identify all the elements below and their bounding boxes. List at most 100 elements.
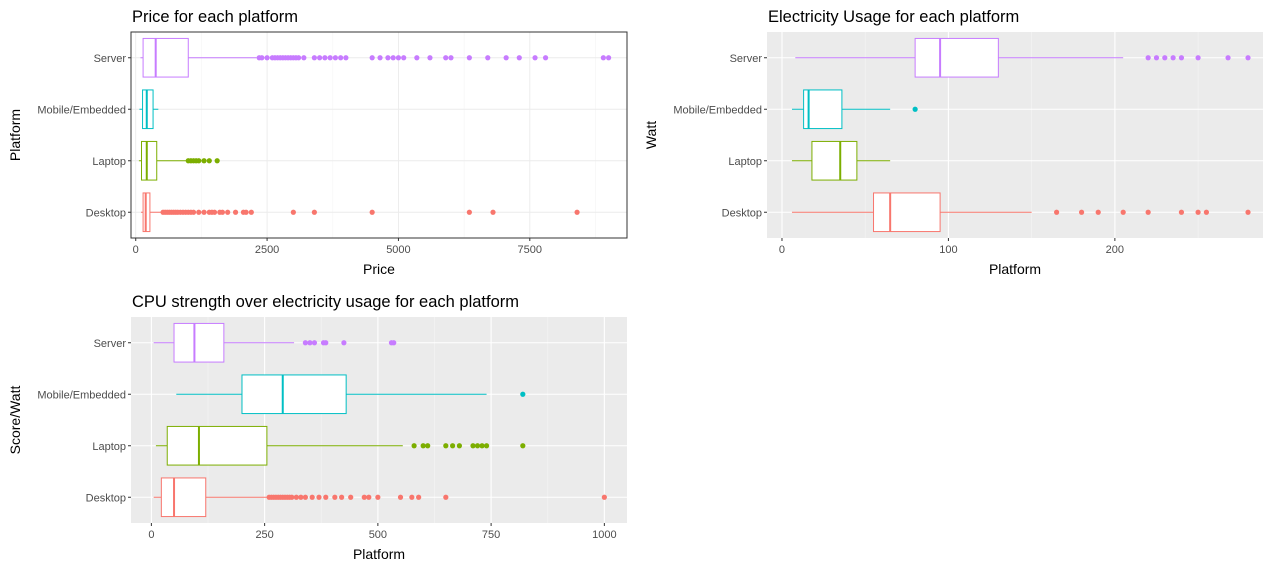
outlier-point bbox=[1145, 55, 1151, 61]
outlier-point bbox=[311, 340, 318, 346]
box-desktop bbox=[140, 192, 580, 233]
outlier-point bbox=[369, 55, 375, 61]
outlier-point bbox=[248, 209, 254, 215]
outlier-point bbox=[296, 55, 302, 61]
outlier-point bbox=[311, 55, 317, 61]
outlier-point bbox=[516, 55, 522, 61]
efficiency-boxplot-panel: CPU strength over electricity usage for … bbox=[0, 285, 636, 570]
outlier-point bbox=[485, 55, 491, 61]
outlier-point bbox=[259, 55, 265, 61]
electricity-boxplot-panel: Electricity Usage for each platform Deskt… bbox=[636, 0, 1272, 285]
box-laptop bbox=[155, 425, 526, 466]
outlier-point bbox=[391, 340, 397, 346]
box-laptop bbox=[791, 140, 891, 181]
box-desktop bbox=[791, 192, 1251, 233]
outlier-point bbox=[1120, 209, 1126, 215]
outlier-point bbox=[443, 494, 449, 500]
outlier-point bbox=[348, 494, 354, 500]
outlier-point bbox=[201, 209, 207, 215]
outlier-point bbox=[343, 55, 349, 61]
y-tick-label: Laptop bbox=[728, 156, 762, 168]
outlier-point bbox=[1245, 209, 1251, 215]
outlier-point bbox=[409, 494, 415, 500]
box-iqr bbox=[173, 322, 225, 363]
box-iqr bbox=[141, 140, 158, 181]
outlier-point bbox=[243, 209, 249, 215]
outlier-point bbox=[317, 55, 323, 61]
outlier-point bbox=[414, 55, 420, 61]
x-tick-label: 0 bbox=[148, 529, 154, 541]
outlier-point bbox=[456, 443, 463, 449]
box-mobile-embedded bbox=[139, 89, 159, 130]
outlier-point bbox=[232, 209, 239, 215]
outlier-point bbox=[293, 494, 299, 500]
outlier-point bbox=[466, 209, 472, 215]
outlier-point bbox=[225, 209, 231, 215]
outlier-point bbox=[214, 158, 220, 164]
outlier-point bbox=[466, 55, 472, 61]
x-axis-label: Platform bbox=[353, 546, 405, 562]
y-tick-label: Server bbox=[730, 53, 763, 65]
outlier-point bbox=[450, 443, 456, 449]
outlier-point bbox=[1162, 55, 1168, 61]
y-tick-label: Mobile/Embedded bbox=[673, 104, 762, 116]
outlier-point bbox=[479, 443, 485, 449]
outlier-point bbox=[219, 209, 226, 215]
outlier-point bbox=[401, 55, 407, 61]
outlier-point bbox=[601, 494, 607, 500]
x-tick-label: 0 bbox=[133, 244, 139, 256]
outlier-point bbox=[474, 443, 481, 449]
x-tick-label: 500 bbox=[369, 529, 387, 541]
outlier-point bbox=[369, 209, 375, 215]
outlier-point bbox=[483, 443, 490, 449]
outlier-point bbox=[390, 55, 396, 61]
y-tick-label: Server bbox=[94, 338, 127, 350]
y-tick-label: Laptop bbox=[92, 156, 126, 168]
outlier-point bbox=[912, 106, 918, 112]
outlier-point bbox=[206, 158, 212, 164]
outlier-point bbox=[1170, 55, 1176, 61]
box-server bbox=[153, 322, 397, 363]
plot-background bbox=[767, 32, 1263, 238]
y-axis-label: Score/Watt bbox=[7, 386, 23, 455]
outlier-point bbox=[395, 55, 402, 61]
outlier-point bbox=[311, 209, 317, 215]
box-iqr bbox=[803, 89, 843, 130]
outlier-point bbox=[1054, 209, 1060, 215]
outlier-point bbox=[361, 494, 367, 500]
y-tick-label: Desktop bbox=[86, 492, 126, 504]
outlier-point bbox=[375, 494, 381, 500]
outlier-point bbox=[420, 443, 426, 449]
outlier-point bbox=[1178, 55, 1185, 61]
plot-background bbox=[131, 32, 627, 238]
box-laptop bbox=[138, 140, 220, 181]
outlier-point bbox=[443, 443, 449, 449]
x-tick-label: 1000 bbox=[592, 529, 616, 541]
y-tick-label: Desktop bbox=[86, 207, 126, 219]
outlier-point bbox=[520, 391, 526, 397]
y-tick-label: Desktop bbox=[722, 207, 762, 219]
box-iqr bbox=[166, 425, 268, 466]
outlier-point bbox=[323, 340, 329, 346]
outlier-point bbox=[201, 158, 207, 164]
outlier-point bbox=[470, 443, 476, 449]
x-tick-label: 100 bbox=[939, 244, 957, 256]
outlier-point bbox=[1178, 209, 1185, 215]
x-tick-label: 200 bbox=[1106, 244, 1124, 256]
outlier-point bbox=[289, 494, 295, 500]
outlier-point bbox=[606, 55, 612, 61]
outlier-point bbox=[301, 55, 307, 61]
plot-border bbox=[130, 31, 628, 239]
outlier-point bbox=[385, 55, 391, 61]
outlier-point bbox=[397, 494, 404, 500]
outlier-point bbox=[448, 55, 454, 61]
x-tick-label: 250 bbox=[255, 529, 273, 541]
outlier-point bbox=[416, 494, 422, 500]
outlier-point bbox=[425, 443, 431, 449]
x-tick-label: 750 bbox=[482, 529, 500, 541]
box-iqr bbox=[914, 37, 999, 78]
outlier-point bbox=[1195, 209, 1201, 215]
box-iqr bbox=[811, 140, 858, 181]
outlier-point bbox=[1225, 55, 1231, 61]
chart-title: Electricity Usage for each platform bbox=[768, 8, 1019, 26]
